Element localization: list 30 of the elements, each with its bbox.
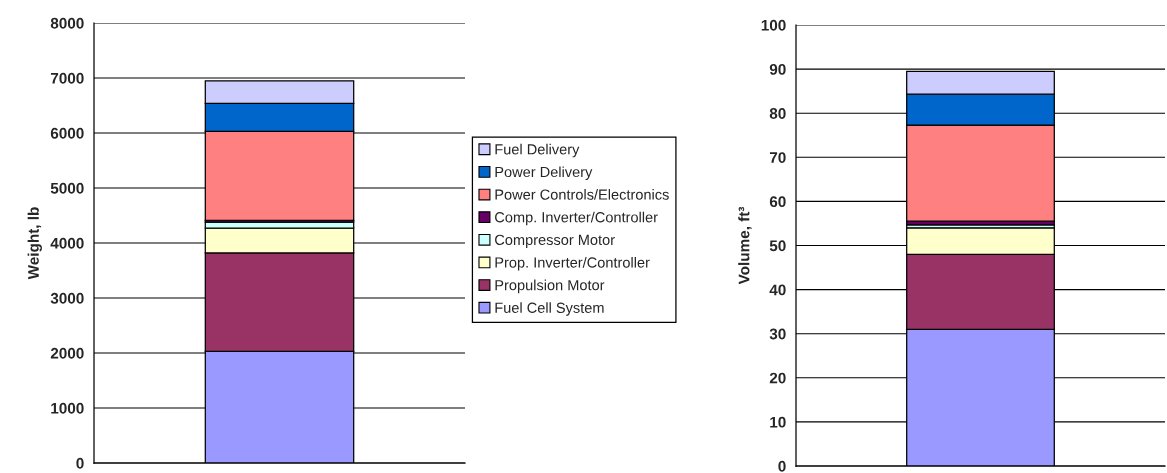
y-tick-label: 10: [770, 416, 786, 428]
y-tick-label: 8000: [50, 17, 84, 29]
y-tick-label: 0: [778, 460, 786, 472]
legend-label: Power Controls/Electronics: [495, 189, 669, 200]
y-tick-label: 6000: [50, 127, 84, 139]
y-tick-label: 40: [769, 284, 786, 296]
y-tick-label: 4000: [50, 237, 84, 249]
y-tick-label: 50: [769, 240, 786, 252]
y-tick-label: 2000: [50, 347, 84, 359]
legend-label: Power Delivery: [495, 166, 593, 181]
legend-label: Fuel Cell System: [495, 302, 604, 316]
y-tick-label: 90: [769, 63, 786, 75]
legend-label: Propulsion Motor: [495, 279, 605, 294]
legend-label: Comp. Inverter/Controller: [495, 211, 658, 226]
y-axis-title: Volume, ft³: [738, 206, 752, 285]
y-tick-label: 70: [769, 152, 786, 163]
legend-label: Fuel Delivery: [495, 143, 580, 158]
y-tick-label: 60: [769, 196, 786, 208]
y-tick-label: 20: [769, 372, 786, 384]
y-tick-label: 3000: [50, 292, 84, 304]
legend-label: Prop. Inverter/Controller: [495, 256, 650, 271]
y-axis-title: Weight, lb: [27, 207, 42, 280]
y-tick-label: 1000: [51, 402, 84, 414]
y-tick-label: 30: [769, 328, 786, 340]
legend-label: Compressor Motor: [495, 234, 615, 248]
y-tick-label: 100: [761, 19, 786, 31]
y-tick-label: 0: [76, 457, 84, 469]
y-tick-label: 5000: [50, 182, 84, 194]
y-tick-label: 7000: [50, 72, 84, 84]
y-tick-label: 80: [769, 108, 786, 119]
